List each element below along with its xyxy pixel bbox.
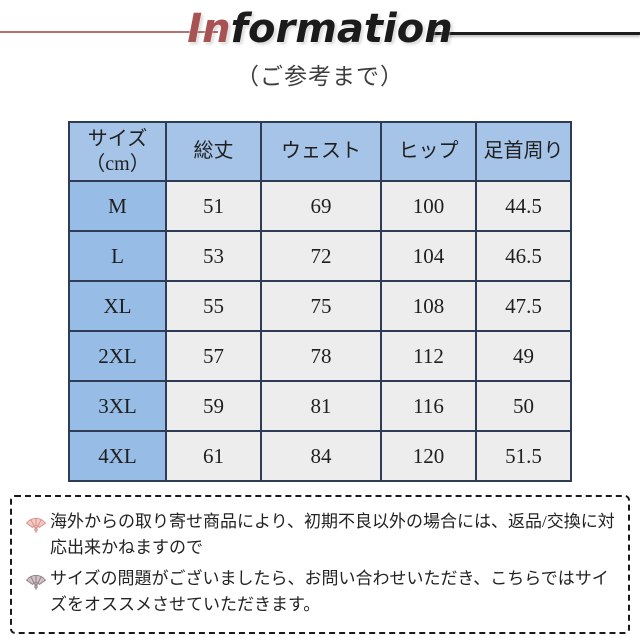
page-subtitle: （ご参考まで） xyxy=(236,64,404,89)
measurement-cell: 112 xyxy=(380,330,477,382)
size-label-cell: L xyxy=(68,230,167,282)
measurement-cell: 120 xyxy=(380,430,477,482)
size-label-cell: XL xyxy=(68,280,167,332)
size-table-body: M 51 69 100 44.5 L 53 72 104 46.5 XL 55 75 108 47.5 2XL… xyxy=(68,180,572,482)
measurement-cell: 59 xyxy=(165,380,262,432)
fan-icon xyxy=(25,517,47,533)
measurement-cell: 47.5 xyxy=(475,280,572,332)
col-header-ankle: 足首周り xyxy=(475,121,572,182)
table-row: 4XL 61 84 120 51.5 xyxy=(68,430,572,482)
size-table: サイズ （cm） 総丈 ウェスト ヒップ 足首周り M 51 69 100 44.5 L 5… xyxy=(68,121,572,482)
measurement-cell: 44.5 xyxy=(475,180,572,232)
measurement-cell: 104 xyxy=(380,230,477,282)
size-label-cell: 2XL xyxy=(68,330,167,382)
measurement-cell: 75 xyxy=(260,280,382,332)
notes-box: 海外からの取り寄せ商品により、初期不良以外の場合には、返品/交換に対応出来かねま… xyxy=(10,495,630,634)
fan-icon xyxy=(25,574,47,590)
measurement-cell: 108 xyxy=(380,280,477,332)
measurement-cell: 116 xyxy=(380,380,477,432)
size-label-cell: M xyxy=(68,180,167,232)
col-header-size: サイズ （cm） xyxy=(68,121,167,182)
measurement-cell: 69 xyxy=(260,180,382,232)
col-header-hip: ヒップ xyxy=(380,121,477,182)
col-header-length: 総丈 xyxy=(165,121,262,182)
size-table-header: サイズ （cm） 総丈 ウェスト ヒップ 足首周り xyxy=(68,121,572,182)
measurement-cell: 53 xyxy=(165,230,262,282)
table-row: 3XL 59 81 116 50 xyxy=(68,380,572,432)
measurement-cell: 72 xyxy=(260,230,382,282)
measurement-cell: 57 xyxy=(165,330,262,382)
measurement-cell: 78 xyxy=(260,330,382,382)
measurement-cell: 51 xyxy=(165,180,262,232)
measurement-cell: 81 xyxy=(260,380,382,432)
col-header-waist: ウェスト xyxy=(260,121,382,182)
title-rule-right xyxy=(428,32,640,35)
page-title-accent: In xyxy=(187,6,231,52)
measurement-cell: 55 xyxy=(165,280,262,332)
note-item-sizing: サイズの問題がございましたら、お問い合わせいただき、こちらではサイズをオススメさ… xyxy=(22,566,616,618)
measurement-cell: 46.5 xyxy=(475,230,572,282)
measurement-cell: 49 xyxy=(475,330,572,382)
note-text: サイズの問題がございましたら、お問い合わせいただき、こちらではサイズをオススメさ… xyxy=(50,569,609,614)
measurement-cell: 61 xyxy=(165,430,262,482)
size-label-cell: 4XL xyxy=(68,430,167,482)
measurement-cell: 100 xyxy=(380,180,477,232)
table-row: 2XL 57 78 112 49 xyxy=(68,330,572,382)
header-row: サイズ （cm） 総丈 ウェスト ヒップ 足首周り xyxy=(68,121,572,182)
note-item-returns: 海外からの取り寄せ商品により、初期不良以外の場合には、返品/交換に対応出来かねま… xyxy=(22,509,616,561)
table-row: M 51 69 100 44.5 xyxy=(68,180,572,232)
note-text: 海外からの取り寄せ商品により、初期不良以外の場合には、返品/交換に対応出来かねま… xyxy=(50,512,615,557)
table-row: L 53 72 104 46.5 xyxy=(68,230,572,282)
measurement-cell: 51.5 xyxy=(475,430,572,482)
page-title-rest: formation xyxy=(230,6,453,52)
table-row: XL 55 75 108 47.5 xyxy=(68,280,572,332)
measurement-cell: 50 xyxy=(475,380,572,432)
measurement-cell: 84 xyxy=(260,430,382,482)
page-title: Information xyxy=(187,6,452,52)
size-label-cell: 3XL xyxy=(68,380,167,432)
page-header: Information xyxy=(0,0,640,62)
title-rule-left xyxy=(0,31,218,33)
